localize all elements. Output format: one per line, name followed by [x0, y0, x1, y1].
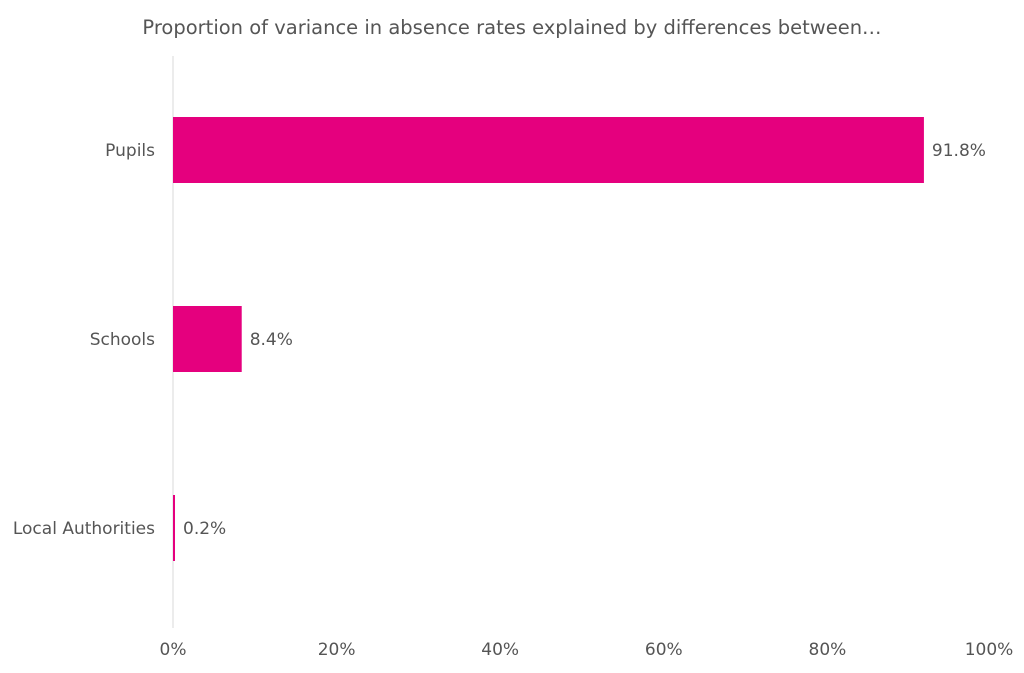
data-labels: 91.8% 8.4% 0.2% [183, 141, 986, 539]
category-label-schools: Schools [90, 330, 155, 350]
chart-title: Proportion of variance in absence rates … [142, 16, 881, 39]
x-axis-ticks: 0% 20% 40% 60% 80% 100% [160, 640, 1014, 660]
bar-schools [173, 306, 242, 372]
x-tick-label: 100% [965, 640, 1014, 660]
bar-local-authorities [173, 495, 175, 561]
data-label-schools: 8.4% [250, 330, 293, 350]
x-tick-label: 80% [809, 640, 847, 660]
bars-group [173, 117, 924, 561]
x-tick-label: 40% [481, 640, 519, 660]
x-tick-label: 20% [318, 640, 356, 660]
category-labels: Pupils Schools Local Authorities [13, 141, 155, 539]
data-label-pupils: 91.8% [932, 141, 986, 161]
data-label-local-authorities: 0.2% [183, 519, 226, 539]
bar-pupils [173, 117, 924, 183]
x-tick-label: 0% [160, 640, 187, 660]
category-label-local-authorities: Local Authorities [13, 519, 155, 539]
category-label-pupils: Pupils [105, 141, 155, 161]
x-tick-label: 60% [645, 640, 683, 660]
